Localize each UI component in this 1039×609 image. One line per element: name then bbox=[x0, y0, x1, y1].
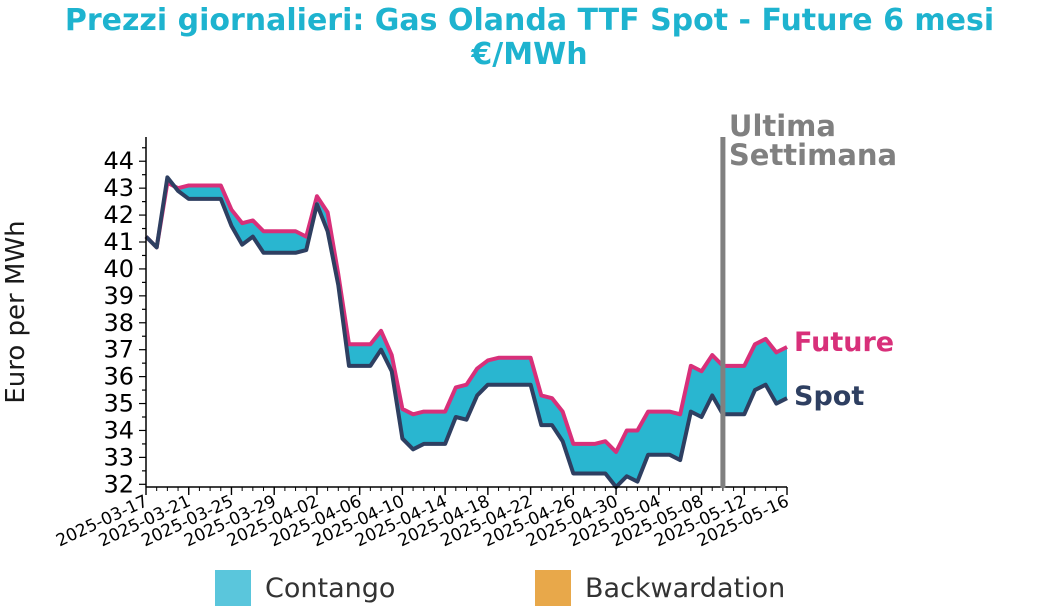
y-tick-label: 44 bbox=[103, 147, 134, 175]
future-series-label: Future bbox=[794, 327, 894, 358]
y-tick-label: 37 bbox=[103, 336, 134, 364]
y-tick-label: 39 bbox=[103, 282, 134, 310]
legend-contango: Contango bbox=[215, 568, 395, 608]
spot-series-label: Spot bbox=[794, 381, 864, 412]
legend-contango-swatch bbox=[215, 570, 251, 606]
y-tick-label: 36 bbox=[103, 363, 134, 391]
chart-title: Prezzi giornalieri: Gas Olanda TTF Spot … bbox=[0, 4, 1039, 72]
y-tick-label: 41 bbox=[103, 228, 134, 256]
chart-title-line2: €/MWh bbox=[471, 37, 588, 72]
legend-backwardation-label: Backwardation bbox=[585, 572, 786, 604]
y-tick-label: 35 bbox=[103, 390, 134, 418]
y-tick-label: 34 bbox=[103, 416, 134, 444]
y-tick-label: 32 bbox=[103, 470, 134, 498]
legend-contango-label: Contango bbox=[265, 572, 396, 604]
y-tick-label: 43 bbox=[103, 174, 134, 202]
y-tick-label: 33 bbox=[103, 443, 134, 471]
y-tick-label: 38 bbox=[103, 309, 134, 337]
legend-backwardation: Backwardation bbox=[535, 568, 785, 608]
chart-title-line1: Prezzi giornalieri: Gas Olanda TTF Spot … bbox=[64, 3, 995, 38]
y-tick-label: 40 bbox=[103, 255, 134, 283]
future-line bbox=[144, 180, 788, 454]
legend-backwardation-swatch bbox=[535, 570, 571, 606]
last-week-marker-label: Ultima bbox=[729, 109, 836, 143]
y-tick-label: 42 bbox=[103, 201, 134, 229]
spot-line bbox=[144, 175, 788, 489]
last-week-marker-label: Settimana bbox=[729, 138, 897, 172]
